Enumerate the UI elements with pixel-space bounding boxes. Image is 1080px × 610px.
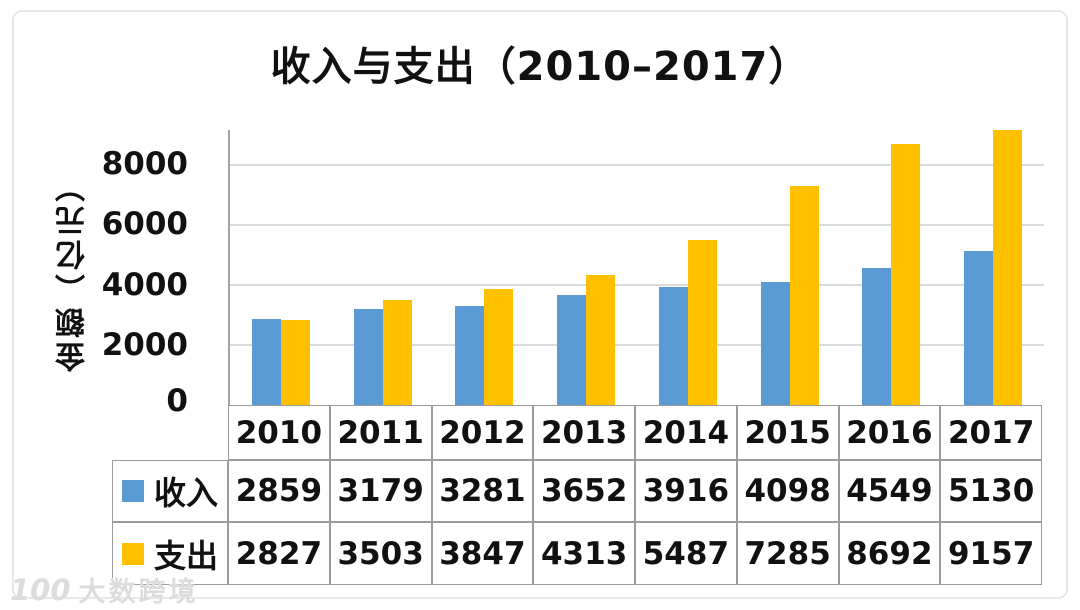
expense-value-2017: 9157	[940, 522, 1042, 585]
income-value-2011: 3179	[329, 460, 432, 522]
income-value-2010: 2859	[228, 460, 330, 522]
chart-title: 收入与支出（2010–2017）	[270, 44, 810, 90]
year-header-2011: 2011	[329, 405, 432, 460]
bar-group-2011	[332, 130, 434, 405]
table-corner-spacer	[112, 405, 228, 460]
income-value-2013: 3652	[533, 460, 635, 522]
expense-value-2012: 3847	[431, 522, 534, 585]
bar-收入-2015	[760, 281, 790, 405]
bar-收入-2010	[251, 319, 281, 405]
gridline-6000	[230, 223, 1044, 226]
bar-group-2013	[535, 130, 637, 405]
legend-income: 收入	[112, 460, 228, 522]
y-tick-2000: 2000	[101, 327, 188, 363]
expense-value-2011: 3503	[329, 522, 432, 585]
expense-value-2015: 7285	[736, 522, 839, 585]
year-header-2013: 2013	[533, 405, 635, 460]
data-table: 2010 2011 2012 2013 2014 2015 2016 2017 …	[112, 405, 1042, 585]
year-header-2015: 2015	[736, 405, 839, 460]
year-header-2017: 2017	[940, 405, 1042, 460]
bar-收入-2016	[862, 268, 892, 405]
income-series-label: 收入	[153, 474, 218, 512]
bar-收入-2013	[557, 295, 587, 405]
year-header-2012: 2012	[431, 405, 534, 460]
income-value-2017: 5130	[940, 460, 1042, 522]
income-value-2012: 3281	[431, 460, 534, 522]
y-tick-6000: 6000	[101, 206, 188, 242]
watermark-text: 大数跨境	[78, 577, 199, 608]
expense-series-label: 支出	[153, 536, 218, 575]
expense-value-2010: 2827	[228, 522, 330, 585]
y-tick-8000: 8000	[101, 146, 188, 182]
bar-支出-2017	[993, 129, 1023, 405]
bar-group-2015	[739, 130, 841, 405]
expense-legend-swatch-icon	[121, 542, 144, 565]
year-header-2014: 2014	[635, 405, 737, 460]
bar-支出-2013	[586, 275, 616, 405]
bar-支出-2014	[687, 240, 717, 405]
bar-group-2017	[942, 129, 1044, 405]
bar-收入-2012	[455, 306, 485, 405]
year-header-2010: 2010	[228, 405, 330, 460]
bar-group-2010	[230, 130, 332, 405]
bar-收入-2017	[964, 250, 994, 405]
bar-支出-2016	[891, 143, 921, 405]
expense-value-2013: 4313	[533, 522, 635, 585]
bar-支出-2012	[484, 289, 514, 405]
watermark: 100 大数跨境	[10, 570, 199, 609]
bar-收入-2014	[658, 287, 688, 405]
bar-支出-2010	[280, 320, 310, 405]
bar-group-2012	[434, 130, 536, 405]
plot-area	[228, 129, 1044, 405]
gridline-4000	[230, 283, 1044, 286]
income-value-2014: 3916	[635, 460, 737, 522]
expense-value-2014: 5487	[635, 522, 737, 585]
bar-group-2014	[637, 130, 739, 405]
income-legend-swatch-icon	[121, 480, 144, 502]
y-tick-0: 0	[166, 383, 188, 419]
watermark-logo-icon: 100	[10, 572, 71, 607]
bar-支出-2015	[789, 186, 819, 405]
income-value-2015: 4098	[736, 460, 839, 522]
bar-支出-2011	[382, 299, 412, 405]
expense-value-2016: 8692	[838, 522, 941, 585]
legend-expense: 支出	[112, 522, 228, 585]
income-value-2016: 4549	[838, 460, 941, 522]
gridline-2000	[230, 343, 1044, 346]
gridline-8000	[230, 163, 1044, 166]
bar-group-2016	[841, 130, 943, 405]
year-header-2016: 2016	[838, 405, 941, 460]
y-tick-4000: 4000	[101, 267, 188, 303]
bar-收入-2011	[353, 309, 383, 405]
